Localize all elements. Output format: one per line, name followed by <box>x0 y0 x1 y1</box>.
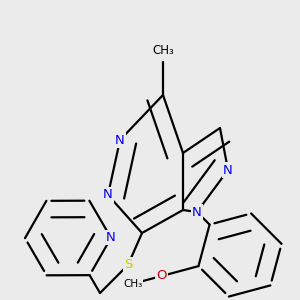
Text: CH₃: CH₃ <box>123 279 142 289</box>
Text: N: N <box>192 206 202 218</box>
Text: S: S <box>124 259 132 272</box>
Text: CH₃: CH₃ <box>152 44 174 56</box>
Text: O: O <box>157 269 167 283</box>
Text: N: N <box>106 231 116 244</box>
Text: N: N <box>115 134 125 146</box>
Text: N: N <box>223 164 233 176</box>
Text: N: N <box>103 188 113 202</box>
